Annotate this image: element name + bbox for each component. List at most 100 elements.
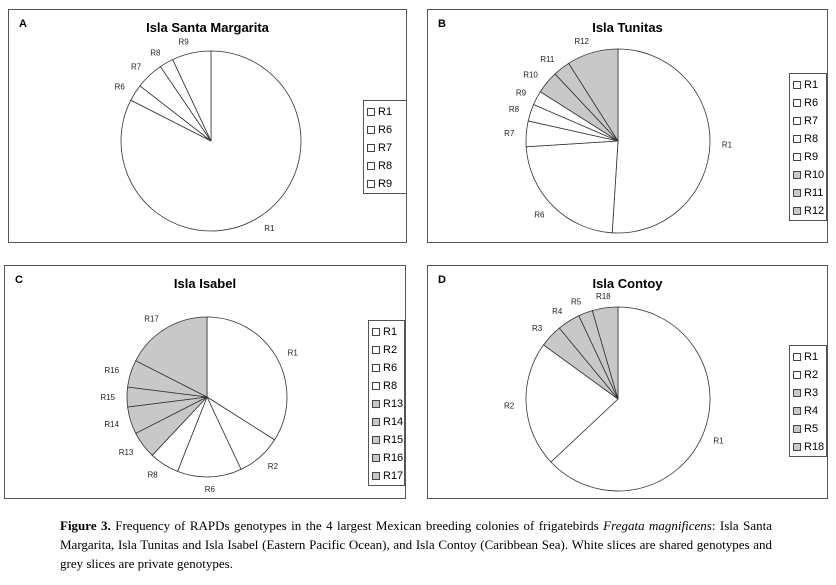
legend-label: R1 (804, 79, 819, 91)
legend-swatch (367, 144, 375, 152)
pie-slice-r2 (525, 344, 619, 463)
legend-label: R6 (378, 124, 393, 136)
slice-label-r3: R3 (532, 324, 543, 333)
legend-label: R9 (378, 178, 393, 190)
slice-label-r15: R15 (100, 393, 115, 402)
slice-label-r1: R1 (288, 349, 299, 358)
slice-label-r14: R14 (104, 420, 119, 429)
legend-swatch (372, 418, 380, 426)
legend-label: R5 (804, 423, 819, 435)
slice-label-r1: R1 (713, 436, 724, 445)
legend-item-r15: R15 (372, 431, 404, 449)
legend-item-r14: R14 (372, 413, 403, 431)
legend-item-r3: R3 (793, 384, 823, 402)
chart-title: Isla Santa Margarita (146, 20, 269, 35)
legend-item-r1: R1 (793, 76, 823, 94)
legend-item-r8: R8 (793, 130, 823, 148)
legend-item-r6: R6 (793, 94, 823, 112)
legend-item-r6: R6 (367, 121, 403, 139)
slice-label-r2: R2 (268, 462, 279, 471)
legend-label: R17 (383, 470, 404, 482)
legend-swatch (367, 108, 375, 116)
slice-label-r1: R1 (722, 140, 733, 149)
pie-slice-r12 (568, 48, 619, 143)
slice-label-r6: R6 (115, 82, 126, 91)
legend-item-r2: R2 (372, 341, 401, 359)
slice-label-r6: R6 (534, 211, 545, 220)
slice-label-r9: R9 (516, 88, 527, 97)
legend-label: R12 (804, 205, 825, 217)
pie-slice-r18 (591, 306, 619, 400)
slice-label-r2: R2 (504, 402, 515, 411)
legend-item-r9: R9 (793, 148, 823, 166)
legend-label: R8 (804, 133, 819, 145)
pie-chart: R1 R2 R3 R4 R5 R18 (504, 292, 724, 492)
panel-letter: C (15, 274, 23, 286)
legend-label: R10 (804, 169, 825, 181)
legend-label: R15 (383, 434, 404, 446)
legend-label: R6 (383, 362, 398, 374)
pie-slice-r6 (177, 395, 242, 478)
panel-letter: D (438, 274, 446, 286)
legend-label: R1 (383, 326, 398, 338)
legend-swatch (367, 126, 375, 134)
chart-panel-a: A Isla Santa Margarita R1 R6 R7 R8 R9 R1 R6 R7… (8, 9, 407, 243)
slice-label-r17: R17 (144, 315, 159, 324)
legend-swatch (793, 425, 801, 433)
legend-swatch (372, 400, 380, 408)
slice-label-r4: R4 (552, 307, 563, 316)
legend-item-r5: R5 (793, 420, 823, 438)
chart-title: Isla Isabel (173, 276, 237, 291)
legend-swatch (793, 117, 801, 125)
legend-label: R13 (383, 398, 404, 410)
legend-swatch (372, 364, 380, 372)
slice-label-r8: R8 (147, 471, 158, 480)
legend-item-r11: R11 (793, 184, 823, 202)
legend-label: R7 (378, 142, 393, 154)
legend-swatch (793, 371, 801, 379)
legend-label: R6 (804, 97, 819, 109)
slice-label-r7: R7 (504, 129, 515, 138)
pie-slice-r1 (611, 48, 711, 234)
panel-letter: B (438, 18, 446, 30)
slice-label-r13: R13 (119, 448, 134, 457)
pie-slice-r9 (172, 50, 212, 142)
chart-title: Isla Tunitas (592, 20, 663, 35)
chart-panel-d: D Isla Contoy R1 R2 R3 R4 R5 R18 R1 R2 R3 R4 R5 R1… (427, 265, 828, 499)
slice-label-r7: R7 (131, 63, 142, 72)
legend-item-r7: R7 (793, 112, 823, 130)
legend-swatch (793, 443, 801, 451)
legend-item-r2: R2 (793, 366, 823, 384)
legend-item-r1: R1 (372, 323, 401, 341)
legend-swatch (793, 407, 801, 415)
slice-label-r6: R6 (205, 485, 216, 494)
legend-label: R1 (804, 351, 819, 363)
chart-legend: R1 R2 R6 R8 R13 R14 R15 R16 R17 (368, 320, 405, 486)
legend-label: R11 (804, 187, 824, 199)
legend-label: R7 (804, 115, 819, 127)
legend-label: R4 (804, 405, 819, 417)
slice-label-r1: R1 (264, 224, 275, 233)
legend-swatch (793, 389, 801, 397)
legend-label: R2 (383, 344, 398, 356)
legend-item-r6: R6 (372, 359, 401, 377)
legend-item-r18: R18 (793, 438, 825, 456)
pie-slice-r1 (206, 316, 288, 441)
slice-label-r16: R16 (104, 366, 119, 375)
legend-label: R18 (804, 441, 825, 453)
slice-label-r8: R8 (509, 105, 520, 114)
legend-item-r8: R8 (372, 377, 401, 395)
legend-label: R16 (383, 452, 404, 464)
chart-title: Isla Contoy (592, 276, 663, 291)
chart-legend: R1 R6 R7 R8 R9 R10 R11 R12 (789, 73, 827, 221)
slice-label-r8: R8 (150, 48, 161, 57)
legend-item-r13: R13 (372, 395, 404, 413)
legend-swatch (367, 180, 375, 188)
legend-item-r8: R8 (367, 157, 403, 175)
figure-caption: Figure 3. Frequency of RAPDs genotypes i… (60, 516, 772, 573)
chart-legend: R1 R2 R3 R4 R5 R18 (789, 345, 827, 457)
legend-label: R9 (804, 151, 819, 163)
chart-panel-b: B Isla Tunitas R1 R6 R7 R8 R9 R10 R11 R12 R1 R6 R… (427, 9, 828, 243)
legend-swatch (793, 153, 801, 161)
